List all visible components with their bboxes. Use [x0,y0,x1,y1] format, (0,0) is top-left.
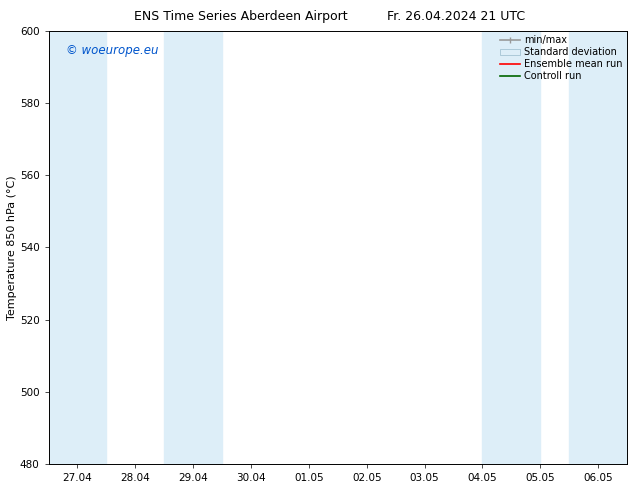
Bar [164,30,222,464]
Legend: min/max, Standard deviation, Ensemble mean run, Controll run: min/max, Standard deviation, Ensemble me… [498,33,624,83]
Text: ENS Time Series Aberdeen Airport: ENS Time Series Aberdeen Airport [134,10,347,23]
Bar [482,30,540,464]
Y-axis label: Temperature 850 hPa (°C): Temperature 850 hPa (°C) [7,175,17,319]
Bar [569,30,627,464]
Text: Fr. 26.04.2024 21 UTC: Fr. 26.04.2024 21 UTC [387,10,526,23]
Bar [48,30,107,464]
Text: © woeurope.eu: © woeurope.eu [66,44,158,56]
